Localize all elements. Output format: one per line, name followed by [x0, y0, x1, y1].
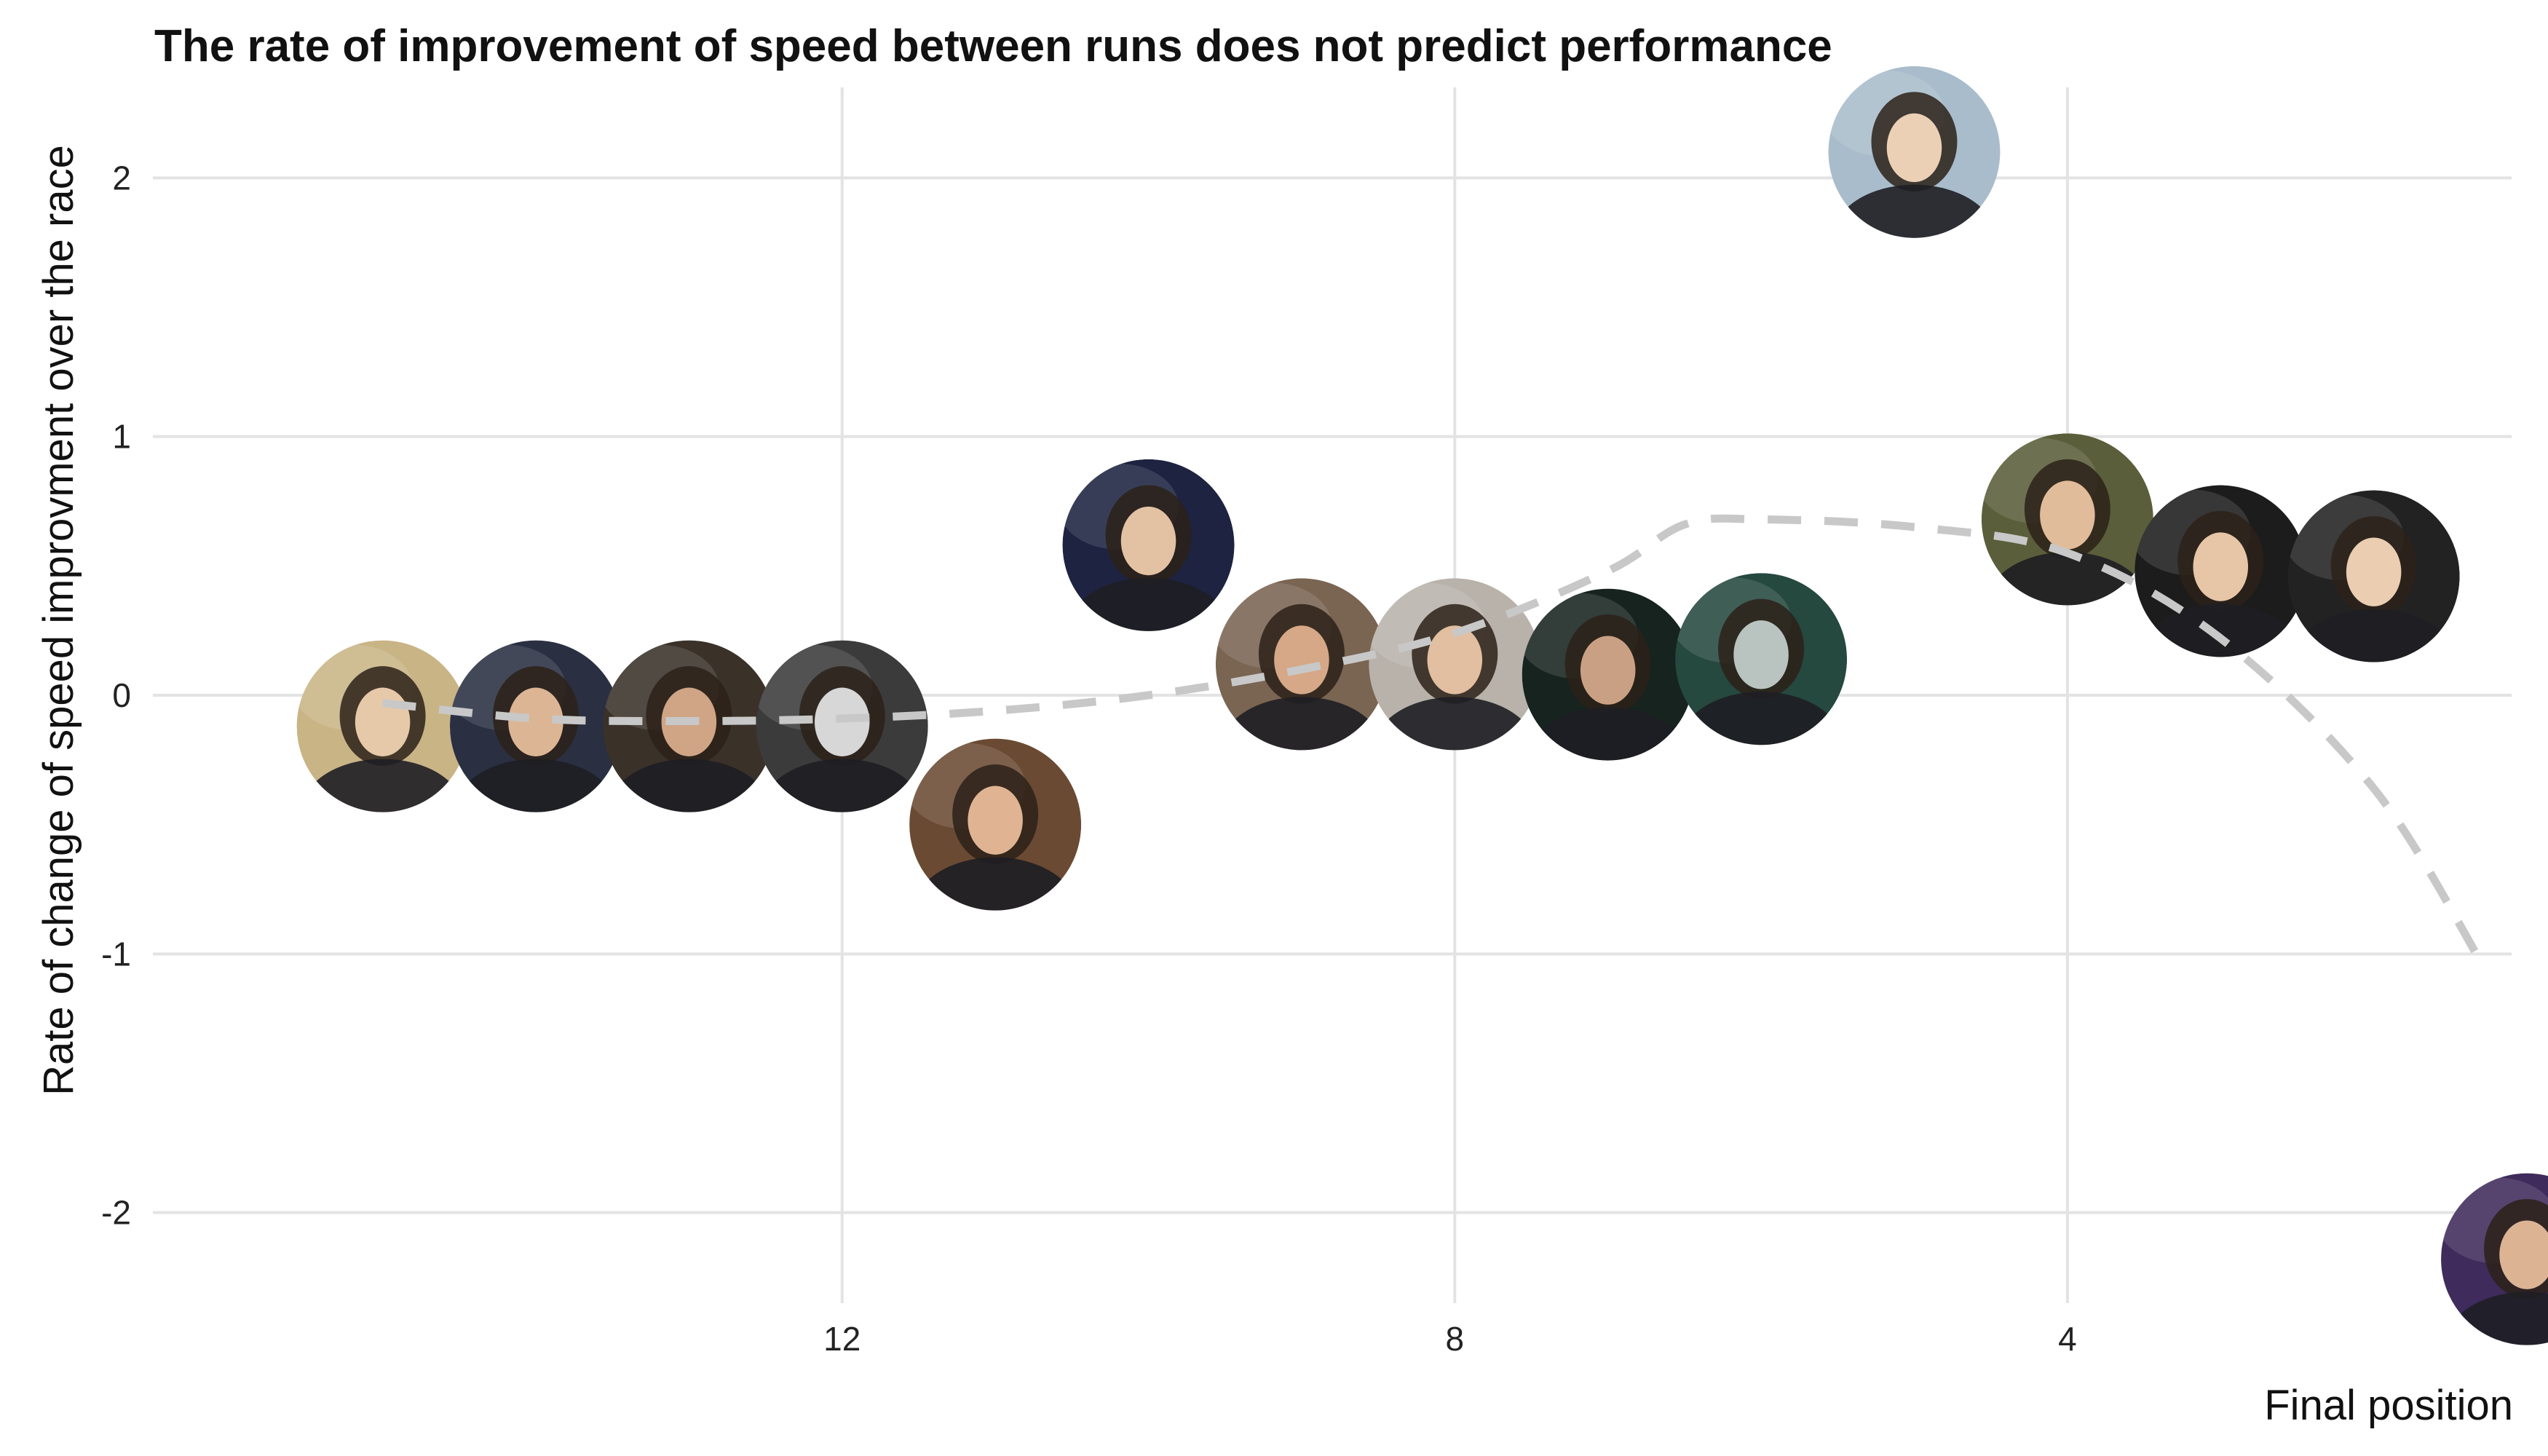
rider-photo-point [1215, 578, 1388, 751]
photo-body [1219, 697, 1384, 751]
photo-body [1373, 697, 1537, 751]
photo-face [1580, 636, 1636, 705]
rider-photo-point [2287, 490, 2460, 662]
y-tick-label: 1 [112, 418, 131, 456]
y-tick-label: 0 [112, 676, 131, 714]
axis-ticks: 2 1 0 -1 -2 12 8 4 [101, 159, 2077, 1358]
rider-photo-point [1675, 573, 1848, 745]
photo-body [2139, 604, 2303, 657]
rider-photo-point [909, 738, 1082, 911]
photo-face [508, 687, 563, 756]
trend-line-group [382, 514, 2485, 964]
rider-photo-point [756, 640, 928, 812]
photo-face [968, 786, 1023, 855]
y-tick-label: 2 [112, 159, 131, 197]
x-tick-label: 12 [823, 1320, 860, 1358]
x-tick-label: 4 [2058, 1320, 2077, 1358]
trend-line [382, 514, 2485, 964]
photo-body [1985, 552, 2149, 606]
photo-face [2040, 480, 2095, 550]
photo-body [1679, 692, 1843, 745]
photo-body [1067, 577, 1230, 631]
rider-photo-point [449, 640, 622, 812]
x-tick-label: 8 [1446, 1320, 1465, 1358]
rider-photo-point [603, 640, 775, 812]
photo-face [1886, 113, 1942, 183]
photo-face [1427, 625, 1483, 695]
photo-face [1120, 506, 1176, 576]
rider-photo-point [1522, 588, 1694, 761]
rider-photo-point [1369, 578, 1541, 751]
photo-face [355, 687, 411, 756]
photo-body [2292, 609, 2456, 662]
photo-face [2499, 1220, 2548, 1289]
photo-face [2346, 537, 2402, 606]
chart-title: The rate of improvement of speed between… [154, 21, 1832, 71]
rider-photo-point [1828, 66, 2001, 238]
photo-body [607, 759, 771, 812]
data-points [296, 66, 2548, 1345]
photo-body [454, 759, 618, 812]
rider-photo-point [2441, 1173, 2548, 1345]
photo-face [1274, 625, 1329, 695]
photo-body [914, 857, 1077, 911]
photo-body [1832, 184, 1996, 238]
y-tick-label: -1 [101, 935, 131, 973]
x-axis-title: Final position [2264, 1382, 2513, 1429]
photo-face [1733, 620, 1789, 689]
photo-body [760, 759, 924, 812]
photo-body [301, 759, 464, 812]
rider-photo-point [296, 640, 469, 812]
rider-photo-point [1062, 459, 1235, 631]
y-tick-label: -2 [101, 1194, 131, 1232]
rider-photo-point [2134, 485, 2307, 657]
photo-body [1526, 707, 1690, 761]
rider-photo-point [1981, 433, 2153, 606]
photo-face [2193, 532, 2249, 601]
photo-body [2445, 1291, 2548, 1345]
y-axis-title: Rate of change of speed improvment over … [35, 145, 82, 1096]
